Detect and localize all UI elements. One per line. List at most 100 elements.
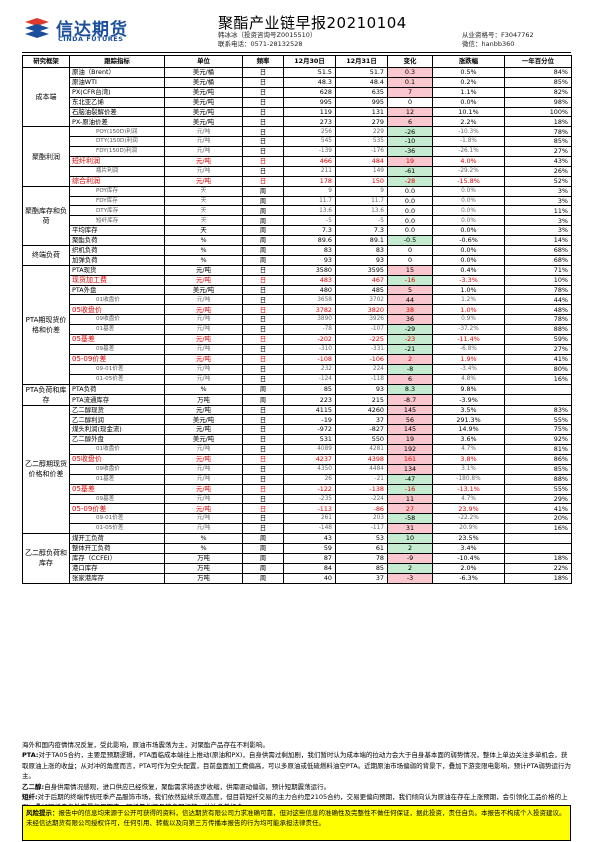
value-dec31-cell: 83 <box>335 245 388 256</box>
value-dec31-cell: 131 <box>335 106 388 118</box>
value-dec31-cell: -118 <box>335 373 388 385</box>
unit-cell: 元/吨 <box>164 294 243 306</box>
frequency-cell: 日 <box>242 353 284 365</box>
frequency-cell: 日 <box>242 106 284 118</box>
value-dec30-cell: 40 <box>283 572 336 584</box>
percentile-cell: 75% <box>504 424 572 436</box>
value-dec30-cell: -78 <box>283 324 336 336</box>
pct-change-cell: -15.8% <box>432 175 505 187</box>
category-cell: PTA期现货价格和价差 <box>22 264 70 385</box>
frequency-cell: 日 <box>242 453 284 465</box>
value-dec30-cell: 83 <box>283 245 336 256</box>
risk-disclaimer: 风险提示：报告中的信息均来源于公开可获得的资料，信达期货有限公司力求准确可靠，但… <box>22 805 571 841</box>
value-dec30-cell: -148 <box>283 523 336 535</box>
unit-cell: 美元/桶 <box>164 67 243 78</box>
indicator-cell: 原油WTI <box>69 76 165 88</box>
value-dec30-cell: 119 <box>283 106 336 118</box>
value-dec31-cell: 203 <box>335 513 388 525</box>
logo-text-cn: 信达期货 <box>56 20 128 40</box>
value-dec31-cell: -106 <box>335 353 388 365</box>
value-dec31-cell: 224 <box>335 363 388 375</box>
unit-cell: 元/吨 <box>164 175 243 187</box>
indicator-cell: 综合利润 <box>69 175 165 187</box>
indicator-cell: FDY(150D)利润 <box>69 146 165 158</box>
commentary-overview: 海外和国内疫情情况反复，受此影响，原油市场震荡为主，对聚酯产品存在不利影响。 <box>22 741 269 749</box>
author-name: 韩冰冰（投资咨询号Z0015510） <box>218 31 317 39</box>
indicator-cell: PTA负荷 <box>69 383 165 395</box>
pct-change-cell: -0.6% <box>432 235 505 247</box>
frequency-cell: 周 <box>242 185 284 197</box>
pct-change-cell: -180.8% <box>432 473 505 485</box>
change-cell: 44 <box>387 294 433 306</box>
value-dec30-cell: 87 <box>283 552 336 564</box>
pct-change-cell: 0.4% <box>432 264 505 276</box>
indicator-cell: 05-09价差 <box>69 503 165 515</box>
indicator-cell: 加弹负荷 <box>69 254 165 266</box>
unit-cell: 元/吨 <box>164 373 243 385</box>
header-pct-change: 涨跌幅 <box>432 55 505 68</box>
table-row: 05-09价差 元/吨日 -113 -86 27 23.9% 41% <box>23 503 572 515</box>
header-date-1: 12月30日 <box>283 55 336 68</box>
indicator-cell: 01-05价差 <box>69 523 165 535</box>
unit-cell: 万吨 <box>164 562 243 574</box>
table-row: 聚酯负荷% 周 89.6 89.1 -0.5 -0.6% 14% <box>23 235 572 247</box>
table-row: 09基差 元/吨日 -235 -224 11 4.7% 29% <box>23 493 572 505</box>
table-row: 煤头利润(现金流) 元/吨日 -972 -827 145 14.9% 75% <box>23 424 572 436</box>
market-commentary: 海外和国内疫情情况反复，受此影响，原油市场震荡为主，对聚酯产品存在不利影响。 P… <box>22 740 571 813</box>
pct-change-cell: -6.3% <box>432 572 505 584</box>
change-cell: -8 <box>387 363 433 375</box>
change-cell: 145 <box>387 404 433 416</box>
table-row: 09-01价差 元/吨日 261 203 -58 -22.2% 20% <box>23 513 572 525</box>
percentile-cell: 29% <box>504 493 572 505</box>
unit-cell: 元/吨 <box>164 165 243 177</box>
qualification-number: 从业资格号：F3047762 <box>462 31 534 39</box>
frequency-cell: 日 <box>242 165 284 177</box>
author-info: 韩冰冰（投资咨询号Z0015510） 联系电话：0571-28132528 <box>218 31 316 49</box>
table-row: 整体开工负荷% 周 59 61 2 3.4% <box>23 542 572 554</box>
indicator-cell: 东北亚乙烯 <box>69 96 165 108</box>
pct-change-cell: 20.9% <box>432 523 505 535</box>
change-cell: 6 <box>387 373 433 385</box>
pct-change-cell: -11.4% <box>432 334 505 345</box>
indicator-cell: 01收盘价 <box>69 294 165 306</box>
percentile-cell: 78% <box>504 284 572 296</box>
value-dec30-cell: 3580 <box>283 264 336 276</box>
unit-cell: 元/吨 <box>164 126 243 138</box>
unit-cell: 元/吨 <box>164 463 243 475</box>
value-dec31-cell: 85 <box>335 562 388 574</box>
percentile-cell: 3% <box>504 185 572 197</box>
change-cell: -36 <box>387 146 433 158</box>
indicator-cell: 乙二醇利润 <box>69 414 165 426</box>
value-dec30-cell: -139 <box>283 146 336 158</box>
frequency-cell: 日 <box>242 424 284 436</box>
pct-change-cell: -3.4% <box>432 363 505 375</box>
unit-cell: 元/吨 <box>164 353 243 365</box>
value-dec31-cell: 4398 <box>335 453 388 465</box>
percentile-cell: 3% <box>504 195 572 207</box>
value-dec31-cell: -117 <box>335 523 388 535</box>
indicator-cell: 01基差 <box>69 324 165 336</box>
change-cell: -16 <box>387 483 433 495</box>
frequency-cell: 日 <box>242 343 284 355</box>
unit-cell: 元/吨 <box>164 483 243 495</box>
frequency-cell: 日 <box>242 523 284 535</box>
pct-change-cell: -6.8% <box>432 343 505 355</box>
percentile-cell: 85% <box>504 463 572 475</box>
percentile-cell: 80% <box>504 363 572 375</box>
change-cell: 36 <box>387 314 433 326</box>
header-indicator: 跟踪指标 <box>69 55 165 68</box>
change-cell: -16 <box>387 274 433 286</box>
indicator-cell: 现货加工费 <box>69 274 165 286</box>
pct-change-cell: 0.0% <box>432 205 505 217</box>
frequency-cell: 周 <box>242 572 284 584</box>
frequency-cell: 日 <box>242 304 284 316</box>
change-cell: 19 <box>387 156 433 167</box>
indicator-cell: 09收盘价 <box>69 314 165 326</box>
value-dec30-cell: -235 <box>283 493 336 505</box>
unit-cell: 美元/吨 <box>164 96 243 108</box>
frequency-cell: 周 <box>242 533 284 544</box>
percentile-cell: 78% <box>504 126 572 138</box>
value-dec30-cell: 59 <box>283 542 336 554</box>
unit-cell: 万吨 <box>164 552 243 564</box>
pct-change-cell: 0.9% <box>432 314 505 326</box>
